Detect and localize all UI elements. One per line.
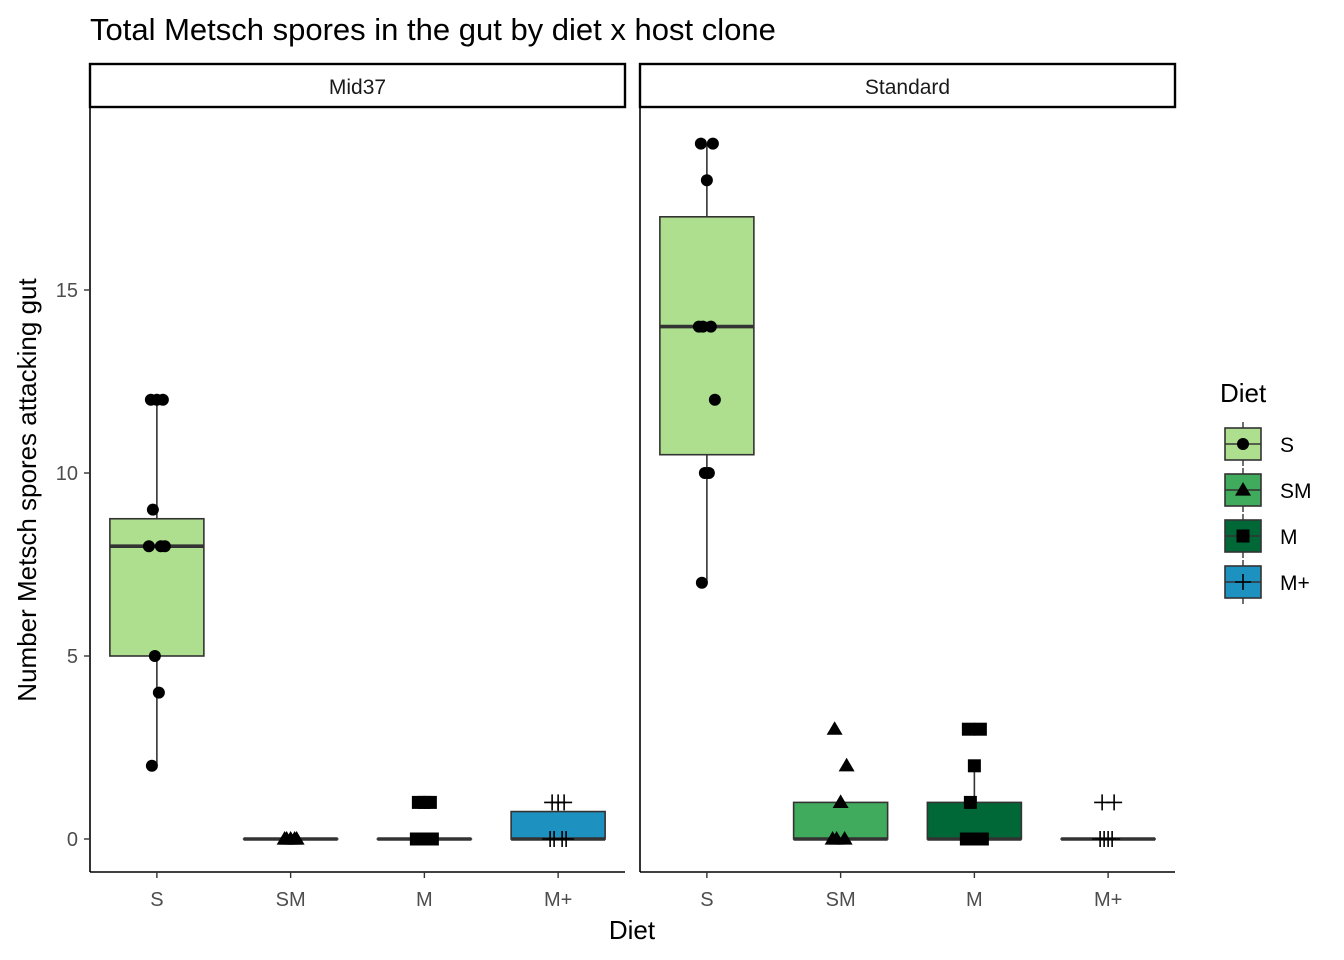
box-s bbox=[659, 137, 755, 589]
legend-item-mplus: M+ bbox=[1224, 560, 1310, 604]
data-point bbox=[542, 831, 559, 847]
data-point bbox=[1106, 794, 1123, 811]
legend-item-label: SM bbox=[1280, 480, 1312, 503]
data-point bbox=[550, 794, 567, 811]
facet-strip bbox=[88, 62, 627, 109]
data-point bbox=[973, 722, 987, 736]
data-point bbox=[146, 503, 159, 516]
data-point bbox=[158, 540, 171, 553]
x-tick-label: SM bbox=[276, 889, 306, 911]
x-tick-label: M bbox=[966, 889, 983, 911]
data-point bbox=[702, 467, 715, 479]
legend-item-label: M+ bbox=[1280, 572, 1310, 595]
data-point bbox=[148, 650, 161, 662]
box-s bbox=[109, 393, 205, 772]
y-axis-title: Number Metsch spores attacking gut bbox=[12, 278, 42, 702]
y-tick-label: 0 bbox=[67, 829, 78, 851]
data-point bbox=[838, 757, 855, 772]
chart-title: Total Metsch spores in the gut by diet x… bbox=[90, 12, 776, 47]
data-point bbox=[409, 832, 423, 846]
x-tick-label: S bbox=[150, 889, 163, 911]
data-point bbox=[558, 831, 575, 847]
x-axis-title: Diet bbox=[609, 915, 656, 945]
y-tick-label: 15 bbox=[56, 280, 78, 302]
data-point bbox=[959, 832, 973, 846]
data-point bbox=[975, 832, 989, 846]
x-tick-label: M+ bbox=[1094, 889, 1122, 911]
data-point bbox=[704, 320, 717, 333]
facet-strip-label: Standard bbox=[865, 76, 950, 99]
data-point bbox=[961, 722, 975, 736]
x-tick-label: S bbox=[700, 889, 713, 911]
x-tick-label: M+ bbox=[544, 889, 572, 911]
data-point bbox=[1092, 831, 1109, 847]
data-point bbox=[708, 393, 721, 406]
facet-panels: Mid37 0 5 10 15 S SM M M+ Standard S SM M M+ bbox=[56, 62, 1177, 911]
box-mplus bbox=[510, 794, 606, 847]
facet-strip bbox=[638, 62, 1177, 109]
legend-key-marker bbox=[1235, 482, 1251, 496]
data-point bbox=[700, 174, 713, 187]
data-point bbox=[286, 831, 303, 845]
data-point bbox=[145, 759, 158, 772]
box-body bbox=[109, 517, 205, 657]
legend-item-label: M bbox=[1280, 526, 1298, 549]
box-body bbox=[510, 810, 606, 840]
legend-key-marker bbox=[1237, 438, 1249, 450]
legend-key-marker bbox=[1235, 574, 1251, 590]
legend-item-label: S bbox=[1280, 434, 1294, 457]
y-tick-label: 5 bbox=[67, 646, 78, 668]
data-point bbox=[963, 795, 977, 809]
legend: Diet S SM M M+ bbox=[1220, 378, 1312, 604]
data-point bbox=[832, 794, 849, 808]
data-point bbox=[417, 795, 431, 809]
legend-key-marker bbox=[1236, 529, 1250, 543]
data-point bbox=[826, 721, 843, 735]
box-body bbox=[659, 216, 755, 456]
y-tick-label: 10 bbox=[56, 463, 78, 485]
x-tick-label: M bbox=[416, 889, 433, 911]
data-point bbox=[824, 831, 841, 845]
legend-item-s: S bbox=[1224, 422, 1294, 466]
facet-strip-label: Mid37 bbox=[329, 76, 386, 99]
box-body bbox=[792, 801, 889, 840]
box-m bbox=[926, 722, 1023, 846]
box-m bbox=[376, 795, 473, 846]
box-mplus bbox=[1060, 794, 1156, 847]
data-point bbox=[706, 137, 719, 150]
data-point bbox=[695, 576, 708, 589]
facet-panel-standard: Standard S SM M M+ bbox=[638, 62, 1177, 911]
data-point bbox=[692, 320, 705, 333]
box-sm bbox=[792, 721, 889, 845]
legend-title: Diet bbox=[1220, 378, 1267, 408]
data-point bbox=[150, 393, 163, 406]
data-point bbox=[152, 686, 165, 699]
data-point bbox=[142, 540, 155, 553]
data-point bbox=[425, 832, 439, 846]
box-sm bbox=[242, 831, 339, 845]
legend-item-m: M bbox=[1224, 514, 1298, 558]
legend-item-sm: SM bbox=[1224, 468, 1312, 512]
x-tick-label: SM bbox=[826, 889, 856, 911]
data-point bbox=[967, 759, 981, 773]
data-point bbox=[694, 137, 707, 150]
data-point bbox=[836, 831, 853, 845]
facet-panel-mid37: Mid37 0 5 10 15 S SM M M+ bbox=[56, 62, 627, 911]
